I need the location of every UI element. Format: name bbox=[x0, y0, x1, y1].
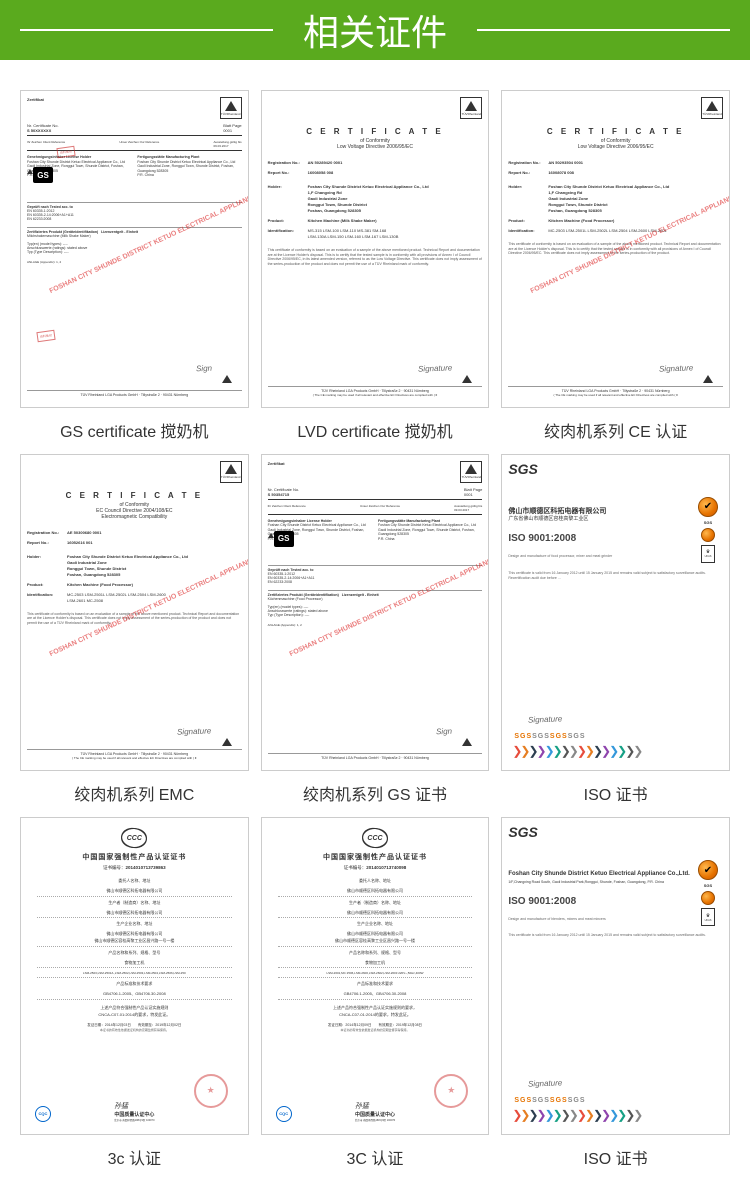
signature: Sign bbox=[195, 363, 211, 373]
ccc-title: 中国国家强制性产品认证证书 bbox=[27, 852, 242, 862]
cqc-logo: CQC bbox=[35, 1106, 51, 1122]
certificate-caption: 绞肉机系列 CE 认证 bbox=[544, 418, 687, 442]
certificate-cell: CCC 中国国家强制性产品认证证书 证书编号：2014010713740098 … bbox=[261, 817, 490, 1169]
iso-standard: ISO 9001:2008 bbox=[508, 533, 723, 544]
signature: 孙猛 bbox=[114, 1101, 154, 1111]
ccc-logo: CCC bbox=[121, 828, 147, 848]
cert-footer: TÜV Rheinland LGA Products GmbH · Tillys… bbox=[268, 386, 483, 397]
company-info: 佛山市顺德区科拓电器有限公司广东省佛山市顺德区容桂高黎工业区 bbox=[508, 507, 723, 524]
certificate-cell: ZertifikatTÜVRheinland Nr. Certificate N… bbox=[20, 90, 249, 442]
cqc-logo: CQC bbox=[276, 1106, 292, 1122]
cert-title: C E R T I F I C A T E bbox=[27, 491, 242, 500]
sgs-logo: SGS bbox=[508, 824, 723, 840]
certificate-cell: TÜVRheinland C E R T I F I C A T E of Co… bbox=[501, 90, 730, 442]
ccc-title: 中国国家强制性产品认证证书 bbox=[268, 852, 483, 862]
gs-badge: GS bbox=[274, 531, 294, 547]
certificate-caption: ISO 证书 bbox=[584, 781, 648, 805]
ukas-badge: ♛UKAS bbox=[701, 908, 715, 926]
certificate-caption: 3c 认证 bbox=[108, 1145, 161, 1169]
sgs-orb: ✔ bbox=[698, 860, 718, 880]
certificate-cell: SGS ✔ SGS ♛UKAS Foshan City Shunde Distr… bbox=[501, 817, 730, 1169]
cert-footer: TÜV Rheinland LGA Products GmbH · Tillys… bbox=[508, 386, 723, 397]
tuv-logo: TÜVRheinland bbox=[220, 97, 242, 119]
iso-scope: Design and manufacture of blenders, mixe… bbox=[508, 917, 723, 922]
cert-footer: TÜV Rheinland LGA Products GmbH · Tillys… bbox=[268, 753, 483, 760]
certificate-cell: CCC 中国国家强制性产品认证证书 证书编号：2014010713739863 … bbox=[20, 817, 249, 1169]
tuv-logo: TÜVRheinland bbox=[460, 97, 482, 119]
certificate-document: ZertifikatTÜVRheinland Nr. Certificate N… bbox=[20, 90, 249, 408]
certificate-document: TÜVRheinland C E R T I F I C A T E of Co… bbox=[501, 90, 730, 408]
ccc-body: 委托人名称、地址佛山市顺德区科拓电器有限公司 生产者（制造商）名称、地址佛山市顺… bbox=[268, 877, 483, 1034]
certificate-document: ZertifikatTÜVRheinland Nr. Certificate N… bbox=[261, 454, 490, 772]
cert-footer: TÜV Rheinland LGA Products GmbH · Tillys… bbox=[27, 749, 242, 760]
section-header: 相关证件 bbox=[0, 0, 750, 60]
signature: Signature bbox=[659, 363, 694, 373]
sgs-badges: ✔ SGS ♛UKAS bbox=[696, 497, 720, 563]
iso-standard: ISO 9001:2008 bbox=[508, 896, 723, 907]
red-stamp: 资料备份 bbox=[36, 329, 55, 341]
cqc-center: 中国质量认证中心 bbox=[355, 1111, 395, 1118]
iso-scope: Design and manufacture of food processor… bbox=[508, 554, 723, 559]
signature: Signature bbox=[177, 727, 212, 737]
birds-decoration: ❯❯❯❯❯❯❯❯❯❯❯❯❯❯❯❯ bbox=[512, 742, 719, 760]
iso-validity: This certificate is valid from 16 Januar… bbox=[508, 933, 723, 938]
cert-footer: TÜV Rheinland LGA Products GmbH · Tillys… bbox=[27, 390, 242, 397]
cert-title: C E R T I F I C A T E bbox=[268, 127, 483, 136]
certificate-document: SGS ✔ SGS ♛UKAS 佛山市顺德区科拓电器有限公司广东省佛山市顺德区容… bbox=[501, 454, 730, 772]
ccc-logo: CCC bbox=[362, 828, 388, 848]
cert-title: C E R T I F I C A T E bbox=[508, 127, 723, 136]
birds-decoration: ❯❯❯❯❯❯❯❯❯❯❯❯❯❯❯❯ bbox=[512, 1106, 719, 1124]
certificate-caption: 绞肉机系列 GS 证书 bbox=[303, 781, 447, 805]
sgs-repeat: SGSSGSSGSSGS bbox=[514, 733, 585, 740]
signature: Signature bbox=[418, 363, 453, 373]
sgs-badges: ✔ SGS ♛UKAS bbox=[696, 860, 720, 926]
certificate-caption: 3C 认证 bbox=[347, 1145, 404, 1169]
sgs-orb-small bbox=[701, 891, 715, 905]
tuv-logo: TÜVRheinland bbox=[701, 97, 723, 119]
certificate-cell: TÜVRheinland C E R T I F I C A T E of Co… bbox=[20, 454, 249, 806]
cert-directive: Low Voltage Directive 2006/95/EC bbox=[268, 144, 483, 150]
certificate-caption: GS certificate 搅奶机 bbox=[60, 418, 208, 442]
ccc-body: 委托人名称、地址佛山市顺德区科拓电器有限公司 生产者（制造商）名称、地址佛山市顺… bbox=[27, 877, 242, 1034]
cert-directive: EC Council Directive 2004/108/EC Electro… bbox=[27, 508, 242, 520]
certificate-cell: SGS ✔ SGS ♛UKAS 佛山市顺德区科拓电器有限公司广东省佛山市顺德区容… bbox=[501, 454, 730, 806]
sgs-logo: SGS bbox=[508, 461, 723, 477]
certificate-caption: ISO 证书 bbox=[584, 1145, 648, 1169]
cert-directive: Low Voltage Directive 2006/95/EC bbox=[508, 144, 723, 150]
ukas-badge: ♛UKAS bbox=[701, 545, 715, 563]
header-title: 相关证件 bbox=[293, 4, 457, 56]
certificate-caption: LVD certificate 搅奶机 bbox=[297, 418, 452, 442]
certificate-cell: TÜVRheinland C E R T I F I C A T E of Co… bbox=[261, 90, 490, 442]
sgs-orb: ✔ bbox=[698, 497, 718, 517]
certificate-document: TÜVRheinland C E R T I F I C A T E of Co… bbox=[261, 90, 490, 408]
certificate-document: CCC 中国国家强制性产品认证证书 证书编号：2014010713740098 … bbox=[261, 817, 490, 1135]
certificate-grid: ZertifikatTÜVRheinland Nr. Certificate N… bbox=[0, 60, 750, 1189]
sgs-orb-small bbox=[701, 528, 715, 542]
iso-validity: This certificate is valid from 16 Januar… bbox=[508, 571, 723, 581]
company-info: Foshan City Shunde District Ketuo Electr… bbox=[508, 870, 723, 885]
sgs-repeat: SGSSGSSGSSGS bbox=[514, 1097, 585, 1104]
certificate-document: TÜVRheinland C E R T I F I C A T E of Co… bbox=[20, 454, 249, 772]
certificate-document: SGS ✔ SGS ♛UKAS Foshan City Shunde Distr… bbox=[501, 817, 730, 1135]
certificate-document: CCC 中国国家强制性产品认证证书 证书编号：2014010713739863 … bbox=[20, 817, 249, 1135]
signature: Signature bbox=[528, 715, 563, 725]
certificate-caption: 绞肉机系列 EMC bbox=[74, 781, 194, 805]
header-line-right bbox=[477, 29, 730, 31]
gs-badge: GS bbox=[33, 167, 53, 183]
tuv-logo: TÜVRheinland bbox=[460, 461, 482, 483]
signature: 孙猛 bbox=[355, 1101, 395, 1111]
signature: Sign bbox=[436, 727, 452, 737]
cqc-center: 中国质量认证中心 bbox=[114, 1111, 154, 1118]
header-line-left bbox=[20, 29, 273, 31]
certificate-cell: ZertifikatTÜVRheinland Nr. Certificate N… bbox=[261, 454, 490, 806]
signature: Signature bbox=[528, 1078, 563, 1088]
tuv-logo: TÜVRheinland bbox=[220, 461, 242, 483]
